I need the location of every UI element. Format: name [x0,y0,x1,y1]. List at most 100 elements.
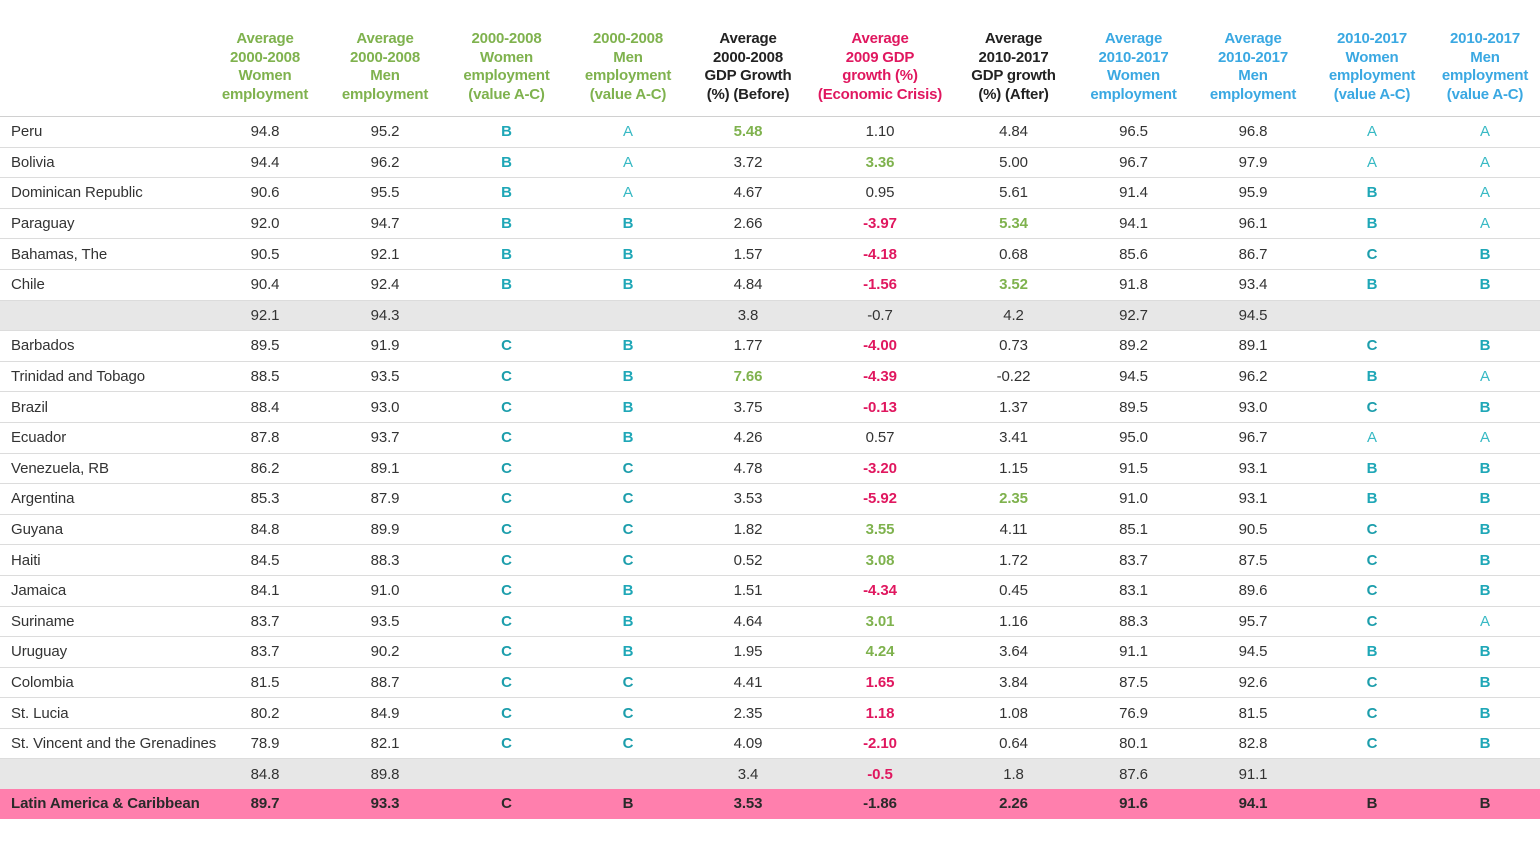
cell-m1017: 93.4 [1192,268,1314,301]
cell-value: A [1367,429,1377,447]
column-header-wg1017: 2010-2017 Women employment (value A-C) [1314,30,1430,117]
table-body: Peru 94.8 95.2 B A 5.48 1.10 4.84 96.5 96.8 A A Boli… [0,116,1540,819]
country-label: Colombia [11,673,74,691]
cell-gdp_before: 7.66 [688,360,808,392]
cell-value: 89.9 [370,521,400,539]
country-label: Bolivia [11,153,55,171]
cell-gdp_2009: -3.97 [808,207,952,239]
cell-mg0008: C [568,483,688,515]
cell-mg0008: C [568,727,688,759]
cell-value: 0.68 [999,245,1028,263]
cell-value: 91.0 [1119,490,1148,508]
cell-value: 3.84 [999,673,1028,691]
cell-gdp_after: 2.35 [952,483,1075,515]
cell-value: B [1366,459,1378,477]
cell-gdp_2009: 1.18 [808,697,952,729]
cell-wg1017: C [1314,513,1430,545]
column-header-line: 2010-2017 [1450,30,1520,47]
cell-wg1017: C [1314,391,1430,423]
cell-wg1017: B [1314,789,1430,819]
column-header-line: Women [238,67,292,84]
country-label: Bahamas, The [11,245,108,263]
cell-gdp_before: 4.26 [688,421,808,454]
cell-value: 94.8 [250,123,280,141]
cell-value: 4.24 [865,643,895,661]
cell-value: 3.64 [999,643,1028,661]
cell-value: 1.82 [733,521,763,539]
cell-gdp_after: 1.37 [952,391,1075,423]
cell-value: 7.66 [733,368,763,386]
cell-gdp_before: 1.82 [688,513,808,545]
cell-value: 93.4 [1238,276,1268,294]
cell-value: 92.6 [1238,673,1268,691]
cell-gdp_before: 4.41 [688,666,808,698]
cell-value: B [501,184,512,202]
cell-value: 3.8 [737,306,759,324]
cell-value: 96.2 [370,153,400,171]
cell-value: 4.67 [733,184,763,202]
cell-value: C [622,735,634,753]
cell-value: 84.1 [250,582,280,600]
cell-gdp_2009: -0.13 [808,391,952,423]
cell-value: 89.2 [1119,337,1148,355]
cell-mg1017: B [1430,238,1540,270]
cell-value: 89.5 [250,337,280,355]
cell-w1017: 96.5 [1075,116,1192,148]
cell-value: 95.2 [370,123,400,141]
cell-value: 3.53 [733,490,763,508]
cell-m1017: 96.7 [1192,421,1314,454]
cell-wg0008: C [445,697,568,729]
cell-mg1017: A [1430,421,1540,454]
cell-mg0008: B [568,238,688,270]
cell-gdp_2009: -4.34 [808,574,952,606]
cell-value: 2.35 [733,704,763,722]
column-header-m0008: Average 2000-2008 Men employment [325,30,445,117]
cell-w0008: 92.1 [205,299,325,331]
country-label: Argentina [11,490,75,508]
country-name: Latin America & Caribbean [0,789,205,819]
cell-w0008: 88.4 [205,391,325,423]
cell-value: B [501,245,512,263]
table-row: Trinidad and Tobago 88.5 93.5 C B 7.66 -4.39 -0… [0,360,1540,392]
table-row: Peru 94.8 95.2 B A 5.48 1.10 4.84 96.5 96.8 A A [0,116,1540,148]
cell-value: 1.15 [999,459,1028,477]
cell-value: C [1366,673,1378,691]
cell-value: C [622,673,634,691]
cell-w0008: 90.4 [205,268,325,301]
column-header-line: employment [1441,67,1529,84]
cell-value: B [1366,368,1378,386]
cell-wg0008: C [445,789,568,819]
table-row: St. Lucia 80.2 84.9 C C 2.35 1.18 1.08 76.9 81.5 C… [0,697,1540,729]
cell-gdp_2009: 4.24 [808,636,952,668]
cell-wg0008: C [445,666,568,698]
cell-value: 95.7 [1238,612,1268,630]
column-header-line: 2010-2017 [1098,48,1169,66]
country-name: Peru [0,116,205,148]
cell-gdp_before: 3.4 [688,758,808,790]
cell-mg1017: B [1430,268,1540,301]
country-label: Barbados [11,337,75,355]
cell-gdp_2009: 3.08 [808,544,952,576]
country-name: Bahamas, The [0,238,205,270]
cell-wg0008: B [445,238,568,270]
column-header-line: (value A-C) [589,85,667,103]
cell-value: C [501,551,512,569]
cell-m1017: 89.1 [1192,330,1314,362]
cell-w1017: 85.1 [1075,513,1192,545]
cell-w1017: 92.7 [1075,299,1192,331]
cell-value: 0.64 [999,735,1028,753]
cell-value: -2.10 [863,735,897,753]
cell-wg1017: C [1314,727,1430,759]
cell-w0008: 84.8 [205,758,325,790]
cell-w0008: 90.5 [205,238,325,270]
cell-mg0008: C [568,513,688,545]
country-label: St. Vincent and the Grenadines [11,735,217,753]
cell-mg0008: C [568,697,688,729]
cell-gdp_2009: -3.20 [808,452,952,484]
cell-m0008: 94.3 [325,299,445,331]
cell-value: 89.5 [1119,398,1148,416]
cell-m0008: 93.3 [325,789,445,819]
cell-w0008: 85.3 [205,483,325,515]
cell-mg0008: A [568,116,688,148]
cell-gdp_after: 1.8 [952,758,1075,790]
